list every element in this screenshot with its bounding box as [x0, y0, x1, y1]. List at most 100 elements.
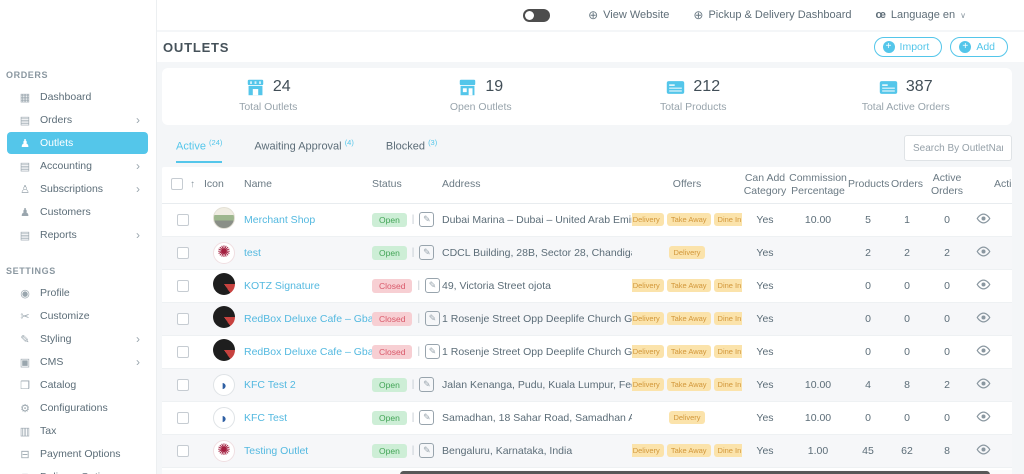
tab[interactable]: Active (24) [176, 138, 223, 163]
sidebar-item[interactable]: ✂ Customize [7, 305, 148, 327]
status-badge: Closed [372, 344, 413, 359]
sidebar-item[interactable]: ♟ Outlets [7, 132, 148, 154]
edit-icon[interactable]: ✎ [419, 377, 435, 392]
sidebar-item[interactable]: ♙ Subscriptions › [7, 178, 148, 200]
stat-open-outlets: 19 Open Outlets [375, 78, 588, 113]
edit-icon[interactable]: ✎ [419, 410, 435, 425]
sidebar-item-icon: ▤ [19, 160, 31, 173]
row-checkbox[interactable] [177, 246, 189, 259]
sidebar-item[interactable]: ▢ Delivery Options [7, 466, 148, 474]
sidebar-item[interactable]: ⊟ Payment Options [7, 443, 148, 465]
offer-badge: Delivery [632, 312, 664, 325]
outlet-name-link[interactable]: KFC Test [244, 411, 287, 424]
view-eye-icon[interactable] [976, 410, 991, 422]
sidebar-item[interactable]: ▥ Tax [7, 420, 148, 442]
outlet-row: ◗ KFC Test Open | ✎ Samadhan, 18 Sahar R… [162, 401, 1012, 434]
edit-icon[interactable]: ✎ [419, 245, 435, 260]
language-selector[interactable]: œ Language en ∨ [876, 9, 966, 21]
orders-count: 1 [904, 213, 910, 226]
sidebar-item[interactable]: ◉ Profile [7, 282, 148, 304]
row-checkbox[interactable] [177, 279, 189, 292]
outlet-name-link[interactable]: RedBox Deluxe Cafe – Gbagada [244, 312, 372, 325]
active-orders-count: 2 [944, 246, 950, 259]
view-eye-icon[interactable] [976, 443, 991, 455]
row-checkbox[interactable] [177, 411, 189, 424]
can-add-category-value: Yes [756, 345, 774, 358]
stat-value: 19 [485, 78, 504, 95]
outlet-name-link[interactable]: Merchant Shop [244, 213, 316, 226]
column-header-icon: Icon [204, 167, 244, 204]
outlets-table: ↑ Icon Name Status Address Offers Can Ad… [162, 167, 1012, 474]
column-header-products: Products [848, 167, 889, 204]
row-checkbox[interactable] [177, 378, 189, 391]
chevron-right-icon: › [136, 332, 140, 346]
edit-icon[interactable]: ✎ [419, 212, 435, 227]
view-eye-icon[interactable] [976, 311, 991, 323]
sort-icon[interactable]: ↑ [189, 179, 195, 190]
stat-value: 212 [693, 78, 721, 95]
horizontal-scrollbar-track[interactable] [162, 470, 1012, 474]
tab[interactable]: Blocked (3) [386, 138, 437, 163]
commission-value [788, 302, 848, 335]
sidebar-item[interactable]: ✎ Styling › [7, 328, 148, 350]
pickup-delivery-dashboard-link[interactable]: ⊕ Pickup & Delivery Dashboard [693, 8, 851, 22]
tab-label: Awaiting Approval [254, 141, 342, 153]
table-header-row: ↑ Icon Name Status Address Offers Can Ad… [162, 167, 1012, 204]
edit-icon[interactable]: ✎ [425, 278, 441, 293]
view-eye-icon[interactable] [976, 278, 991, 290]
language-icon: œ [875, 9, 886, 21]
outlet-name-link[interactable]: KOTZ Signature [244, 279, 320, 292]
outlet-row: KOTZ Signature Closed | ✎ 49, Victoria S… [162, 269, 1012, 302]
separator: | [411, 412, 415, 423]
sidebar-item[interactable]: ▤ Accounting › [7, 155, 148, 177]
online-status-toggle[interactable] [523, 8, 551, 22]
view-eye-icon[interactable] [976, 344, 991, 356]
offer-badge: Take Away [666, 312, 711, 325]
outlet-logo: ◗ [213, 406, 235, 429]
edit-icon[interactable]: ✎ [419, 443, 435, 458]
sidebar-item-label: Reports [40, 229, 77, 241]
offer-badge: Dine In [713, 345, 742, 358]
tab[interactable]: Awaiting Approval (4) [254, 138, 353, 163]
sidebar-item[interactable]: ▣ CMS › [7, 351, 148, 373]
orders-count: 0 [904, 312, 910, 325]
edit-icon[interactable]: ✎ [425, 311, 441, 326]
offer-badge: Delivery [632, 378, 664, 391]
select-all-checkbox[interactable] [171, 178, 184, 191]
sidebar-item[interactable]: ⚙ Configurations [7, 397, 148, 419]
stat-value: 387 [905, 78, 933, 95]
separator: | [411, 445, 415, 456]
view-eye-icon[interactable] [976, 212, 991, 224]
status-badge: Closed [372, 311, 413, 326]
language-label: Language en [890, 9, 956, 21]
storefront-icon [247, 79, 264, 95]
row-checkbox[interactable] [177, 312, 189, 325]
outlet-name-link[interactable]: RedBox Deluxe Cafe – Gbagada [244, 345, 372, 358]
sidebar-item-icon: ▤ [19, 229, 31, 242]
row-checkbox[interactable] [177, 345, 189, 358]
offer-badge: Delivery [632, 279, 664, 292]
outlet-name-link[interactable]: test [244, 246, 261, 259]
outlet-name-link[interactable]: KFC Test 2 [244, 378, 296, 391]
orders-count: 2 [904, 246, 910, 259]
view-eye-icon[interactable] [976, 245, 991, 257]
sidebar-item[interactable]: ▤ Orders › [7, 109, 148, 131]
orders-count: 8 [904, 378, 910, 391]
row-checkbox[interactable] [177, 444, 189, 457]
edit-icon[interactable]: ✎ [425, 344, 441, 359]
import-button[interactable]: + Import [873, 37, 943, 57]
view-website-link[interactable]: ⊕ View Website [588, 8, 669, 22]
view-eye-icon[interactable] [976, 377, 991, 389]
outlet-name-link[interactable]: Testing Outlet [244, 444, 309, 457]
row-checkbox[interactable] [177, 213, 189, 226]
sidebar-item[interactable]: ❒ Catalog [7, 374, 148, 396]
sidebar-item[interactable]: ▤ Reports › [7, 224, 148, 246]
sidebar-item[interactable]: ▦ Dashboard [7, 86, 148, 108]
search-input[interactable] [904, 135, 1012, 161]
outlet-logo [213, 207, 235, 229]
add-button[interactable]: + Add [950, 37, 1008, 57]
sidebar-item[interactable]: ♟ Customers [7, 201, 148, 223]
horizontal-scrollbar-thumb[interactable] [400, 471, 990, 474]
commission-value: 10.00 [804, 378, 832, 391]
offer-badge: Delivery [669, 246, 705, 259]
